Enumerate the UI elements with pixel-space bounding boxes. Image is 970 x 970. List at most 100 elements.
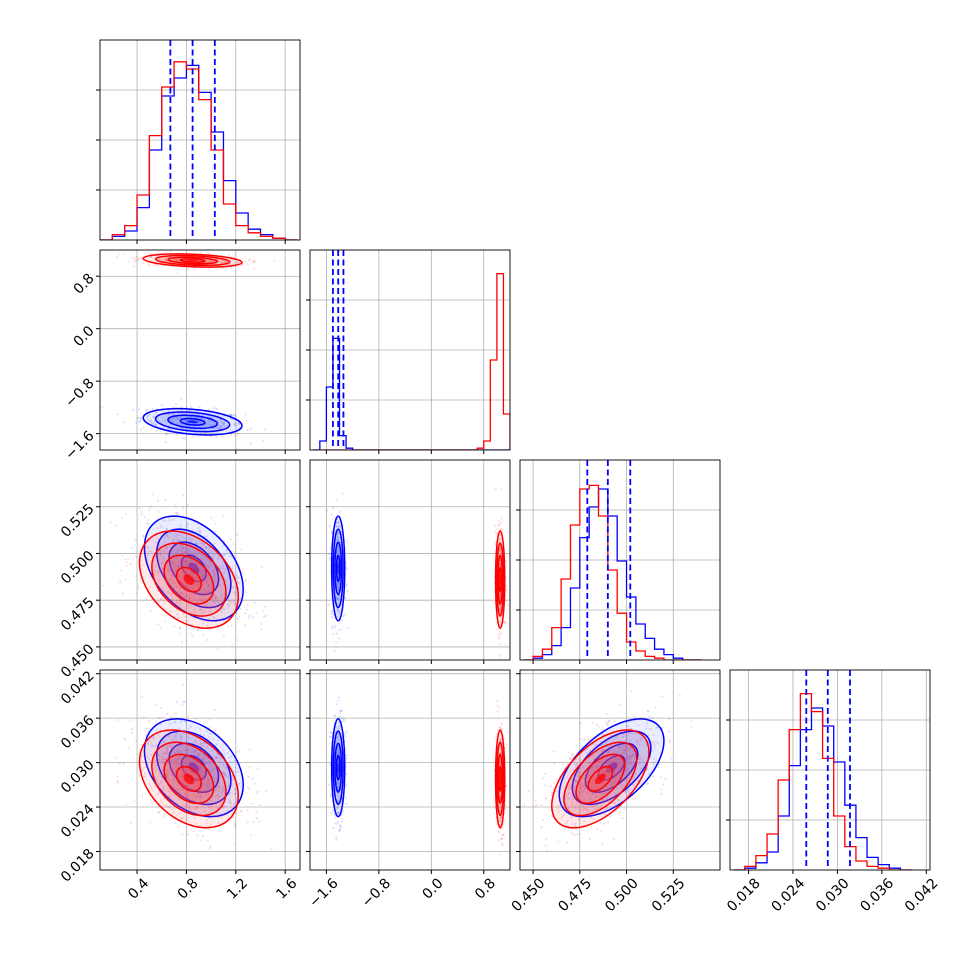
sample-point-red	[499, 597, 502, 600]
sample-point-blue	[175, 701, 178, 704]
sample-point-red	[144, 765, 147, 768]
sample-point-blue	[223, 422, 226, 425]
sample-point-blue	[160, 403, 164, 407]
sample-point-red	[241, 599, 245, 602]
sample-point-red	[199, 765, 202, 768]
sample-point-red	[159, 524, 162, 527]
sample-point-red	[189, 808, 192, 811]
sample-point-red	[194, 787, 197, 790]
sample-point-blue	[338, 637, 341, 640]
sample-point-red	[198, 779, 201, 782]
sample-point-blue	[153, 569, 156, 572]
sample-point-blue	[330, 531, 334, 534]
sample-point-red	[194, 750, 197, 753]
sample-point-red	[194, 822, 198, 825]
panel-frame	[99, 249, 301, 451]
sample-point-red	[504, 621, 508, 624]
sample-point-blue	[159, 781, 163, 784]
sample-point-red	[185, 804, 188, 807]
sample-point-blue	[174, 504, 177, 507]
sample-point-red	[135, 592, 138, 595]
sample-point-blue	[177, 512, 180, 516]
panel-3-2	[516, 669, 721, 874]
sample-point-blue	[561, 763, 564, 766]
sample-point-blue	[230, 413, 233, 417]
sample-point-red	[189, 603, 193, 607]
sample-point-red	[193, 784, 197, 787]
sample-point-blue	[157, 623, 160, 626]
sample-point-red	[161, 802, 164, 805]
sample-point-blue	[336, 582, 339, 585]
sample-point-red	[494, 524, 497, 527]
sample-point-red	[239, 567, 242, 570]
sample-point-red	[199, 733, 202, 736]
sample-point-red	[240, 264, 243, 267]
sample-point-blue	[333, 714, 337, 717]
sample-point-red	[187, 758, 191, 761]
sample-point-blue	[226, 752, 229, 755]
sample-point-red	[570, 753, 574, 756]
sample-point-red	[498, 548, 501, 551]
sample-point-blue	[152, 422, 155, 425]
sample-point-blue	[160, 421, 163, 424]
sample-point-red	[499, 538, 502, 542]
sample-point-blue	[336, 551, 340, 554]
sample-point-blue	[183, 595, 186, 598]
sample-point-red	[187, 598, 190, 601]
sample-point-blue	[212, 554, 215, 557]
sample-point-blue	[219, 425, 222, 428]
sample-point-red	[232, 601, 235, 604]
sample-point-blue	[234, 792, 237, 795]
sample-point-blue	[189, 405, 193, 408]
sample-point-red	[199, 608, 202, 611]
sample-point-blue	[668, 730, 671, 733]
sample-point-red	[216, 596, 219, 599]
sample-point-red	[230, 579, 234, 582]
sample-point-blue	[141, 769, 144, 772]
sample-point-blue	[552, 750, 555, 753]
sample-point-blue	[197, 785, 200, 788]
sample-point-blue	[553, 762, 556, 765]
sample-point-blue	[345, 731, 348, 734]
sample-point-red	[184, 547, 188, 550]
sample-point-blue	[234, 422, 237, 425]
sample-point-blue	[229, 417, 232, 420]
sample-point-blue	[169, 610, 172, 613]
sample-point-blue	[166, 712, 169, 715]
sample-point-red	[175, 600, 178, 603]
sample-point-red	[203, 790, 206, 794]
sample-point-red	[205, 581, 208, 585]
sample-point-red	[159, 738, 162, 741]
sample-point-red	[153, 573, 156, 576]
sample-point-red	[134, 739, 138, 742]
density-peak-red	[499, 574, 501, 585]
sample-point-blue	[201, 789, 205, 792]
sample-point-blue	[138, 507, 141, 510]
sample-point-red	[211, 796, 214, 799]
density-peak-blue	[188, 562, 200, 575]
panel-1-1	[306, 249, 511, 454]
sample-point-blue	[159, 706, 163, 709]
sample-point-blue	[545, 838, 548, 841]
sample-point-blue	[194, 717, 198, 720]
sample-point-red	[193, 816, 196, 820]
sample-point-blue	[197, 416, 200, 419]
sample-point-blue	[158, 758, 161, 761]
sample-point-red	[182, 571, 186, 575]
sample-point-blue	[199, 542, 202, 545]
sample-point-blue	[136, 416, 140, 420]
sample-point-blue	[213, 427, 217, 430]
sample-point-blue	[187, 548, 190, 551]
sample-point-red	[206, 620, 209, 624]
sample-point-blue	[217, 414, 220, 417]
sample-point-red	[142, 716, 145, 719]
sample-point-red	[182, 816, 185, 819]
sample-point-blue	[196, 419, 200, 423]
sample-point-red	[194, 739, 197, 742]
sample-point-red	[224, 260, 227, 263]
sample-point-blue	[336, 582, 339, 585]
sample-point-red	[168, 560, 171, 563]
sample-point-blue	[204, 559, 207, 562]
sample-point-red	[169, 251, 172, 254]
sample-point-red	[242, 776, 245, 779]
